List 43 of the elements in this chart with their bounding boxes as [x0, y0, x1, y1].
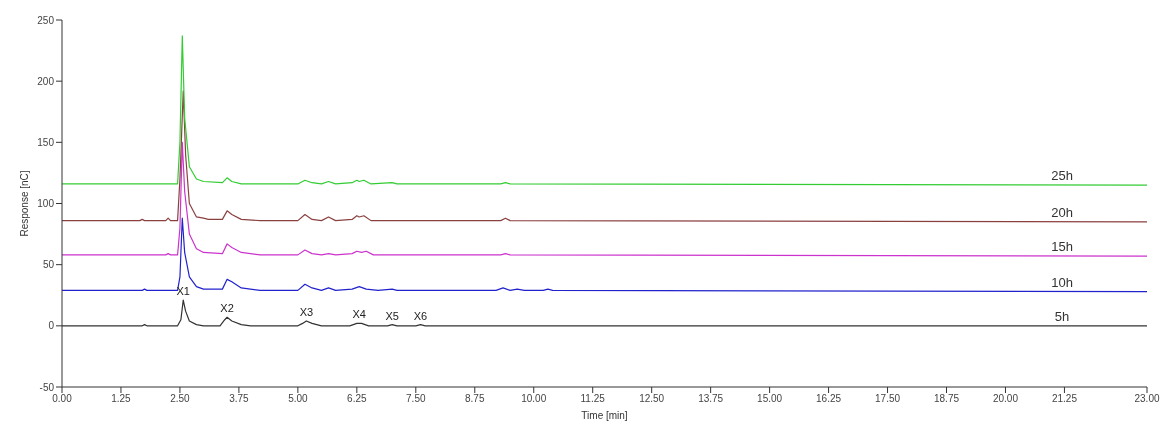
x-tick-label: 0.00: [52, 393, 73, 405]
x-tick-label: 16.25: [816, 393, 842, 405]
annotation: X5: [385, 309, 399, 322]
series-label: 20h: [1051, 204, 1073, 220]
x-tick-label: 11.25: [580, 393, 606, 405]
line-series: [62, 90, 1147, 223]
annotation: X6: [413, 309, 428, 322]
x-tick-label: 15.00: [757, 393, 783, 405]
x-axis-title: Time [min]: [581, 410, 628, 421]
x-tick-label: 23.00: [1134, 393, 1160, 405]
y-tick-label: 200: [37, 75, 55, 87]
y-axis-title: Response [nC]: [18, 170, 30, 237]
line-series: [62, 217, 1147, 293]
line-series: [62, 141, 1147, 257]
x-tick-label: 12.50: [639, 393, 665, 405]
annotation: X4: [352, 308, 366, 321]
x-tick-label: 21.25: [1051, 393, 1078, 405]
x-tick-label: 3.75: [229, 393, 250, 405]
y-tick-label: 150: [37, 136, 55, 148]
series-label: 5h: [1054, 308, 1070, 324]
x-tick-label: 7.50: [406, 393, 426, 405]
y-tick-label: 0: [48, 320, 55, 332]
x-tick-label: 10.00: [521, 393, 547, 405]
x-tick-label: 2.50: [170, 393, 191, 405]
annotation: X1: [176, 285, 190, 298]
line-series: [62, 35, 1147, 186]
x-tick-label: 13.75: [698, 393, 724, 405]
x-tick-label: 18.75: [934, 393, 960, 405]
x-tick-label: 8.75: [465, 393, 485, 405]
series-label: 10h: [1051, 274, 1073, 290]
series-label: 15h: [1051, 239, 1073, 255]
x-tick-label: 20.00: [992, 393, 1019, 405]
y-tick-label: 250: [37, 14, 55, 26]
series-label: 25h: [1051, 168, 1073, 184]
y-tick-label: 100: [37, 198, 55, 210]
x-tick-label: 5.00: [288, 393, 309, 405]
x-tick-label: 17.50: [875, 393, 901, 405]
x-tick-label: 1.25: [111, 393, 132, 405]
x-tick-label: 6.25: [347, 393, 367, 405]
annotation: X2: [220, 302, 234, 315]
y-tick-label: -50: [39, 381, 55, 393]
y-tick-label: 50: [42, 259, 55, 271]
annotation: X3: [299, 305, 314, 318]
